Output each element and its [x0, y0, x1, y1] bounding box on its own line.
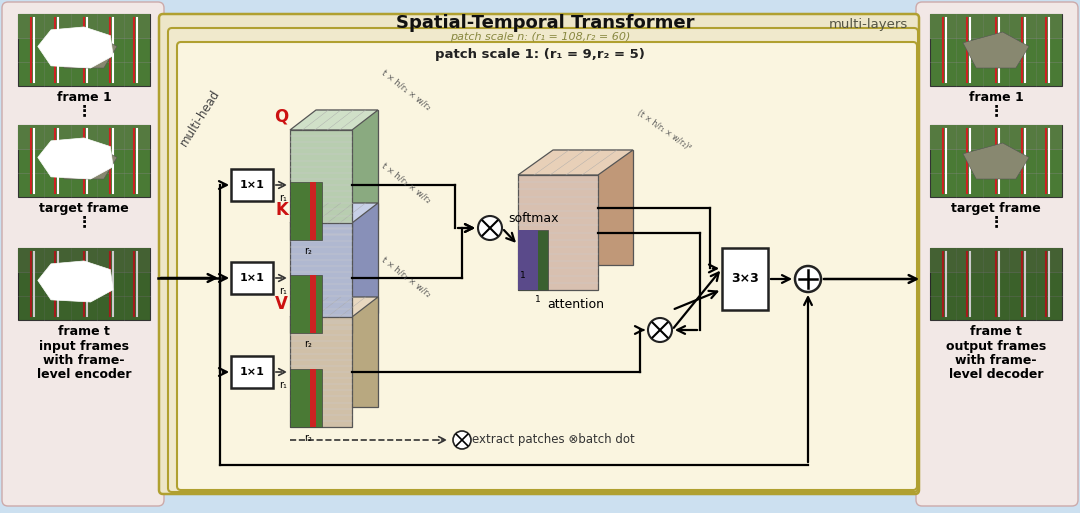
Polygon shape	[963, 143, 1029, 179]
FancyBboxPatch shape	[723, 248, 768, 310]
Polygon shape	[316, 110, 378, 220]
Text: level encoder: level encoder	[37, 368, 132, 381]
Text: r₁: r₁	[279, 286, 287, 296]
Text: extract patches ⊗batch dot: extract patches ⊗batch dot	[472, 433, 635, 446]
Text: target frame: target frame	[951, 202, 1041, 215]
Polygon shape	[38, 27, 113, 68]
Polygon shape	[930, 125, 1062, 150]
Text: Q: Q	[273, 108, 288, 126]
FancyBboxPatch shape	[231, 356, 273, 388]
Polygon shape	[553, 150, 633, 265]
Text: 1×1: 1×1	[240, 367, 265, 377]
Polygon shape	[518, 230, 548, 290]
Polygon shape	[930, 248, 1062, 320]
Text: patch scale 1: (r₁ = 9,r₂ = 5): patch scale 1: (r₁ = 9,r₂ = 5)	[435, 48, 645, 61]
Text: frame 1: frame 1	[969, 91, 1024, 104]
Text: ⋮: ⋮	[77, 214, 92, 229]
Polygon shape	[18, 125, 150, 150]
Circle shape	[478, 216, 502, 240]
Polygon shape	[316, 203, 378, 313]
Polygon shape	[291, 203, 378, 223]
Text: r₂: r₂	[305, 339, 312, 349]
Polygon shape	[291, 317, 352, 427]
Text: target frame: target frame	[39, 202, 129, 215]
Polygon shape	[291, 275, 322, 333]
Text: frame t: frame t	[970, 325, 1022, 338]
Text: V: V	[275, 295, 288, 313]
Polygon shape	[291, 297, 378, 317]
Text: frame t: frame t	[58, 325, 110, 338]
Polygon shape	[38, 138, 113, 179]
Text: with frame-: with frame-	[43, 354, 125, 367]
Polygon shape	[51, 143, 117, 179]
Polygon shape	[518, 175, 598, 290]
Polygon shape	[316, 297, 378, 407]
FancyBboxPatch shape	[916, 2, 1078, 506]
FancyBboxPatch shape	[231, 169, 273, 201]
Text: attention: attention	[546, 298, 604, 311]
Text: 1×1: 1×1	[240, 180, 265, 190]
Text: (t × h/r₁ × w/r₂)²: (t × h/r₁ × w/r₂)²	[635, 108, 692, 152]
Text: with frame-: with frame-	[955, 354, 1037, 367]
Polygon shape	[930, 14, 1062, 39]
Polygon shape	[38, 261, 113, 302]
Text: K: K	[275, 201, 288, 219]
Text: t × h/r₁ × w/r₂: t × h/r₁ × w/r₂	[380, 255, 432, 299]
Text: r₁: r₁	[279, 380, 287, 390]
Text: output frames: output frames	[946, 340, 1047, 353]
Polygon shape	[291, 182, 322, 240]
Text: r₂: r₂	[305, 246, 312, 256]
Text: multi-layers: multi-layers	[828, 18, 908, 31]
FancyBboxPatch shape	[159, 14, 919, 494]
Polygon shape	[518, 230, 538, 290]
Polygon shape	[291, 130, 352, 240]
Polygon shape	[18, 248, 150, 320]
FancyBboxPatch shape	[168, 28, 918, 492]
Text: input frames: input frames	[39, 340, 129, 353]
Polygon shape	[291, 369, 322, 427]
Text: Spatial-Temporal Transformer: Spatial-Temporal Transformer	[395, 14, 694, 32]
Polygon shape	[930, 125, 1062, 197]
Text: patch scale n: (r₁ = 108,r₂ = 60): patch scale n: (r₁ = 108,r₂ = 60)	[449, 32, 631, 42]
Text: softmax: softmax	[508, 211, 558, 225]
Text: t × h/r₁ × w/r₂: t × h/r₁ × w/r₂	[380, 162, 432, 205]
FancyBboxPatch shape	[231, 262, 273, 294]
Text: 1: 1	[521, 270, 526, 280]
Circle shape	[795, 266, 821, 292]
Text: level decoder: level decoder	[948, 368, 1043, 381]
Text: r₂: r₂	[305, 433, 312, 443]
Polygon shape	[18, 248, 150, 273]
Text: r₁: r₁	[279, 193, 287, 203]
Polygon shape	[291, 110, 378, 130]
Polygon shape	[18, 248, 150, 320]
Polygon shape	[310, 369, 316, 427]
Text: 3×3: 3×3	[731, 272, 759, 286]
Polygon shape	[51, 32, 117, 68]
Polygon shape	[963, 32, 1029, 68]
Polygon shape	[291, 223, 352, 333]
FancyBboxPatch shape	[2, 2, 164, 506]
Polygon shape	[18, 14, 150, 86]
Text: ⋮: ⋮	[988, 103, 1003, 118]
Polygon shape	[18, 125, 150, 197]
Polygon shape	[930, 248, 1062, 273]
Text: frame 1: frame 1	[56, 91, 111, 104]
Text: multi-head: multi-head	[177, 87, 222, 149]
Text: 1: 1	[535, 295, 541, 304]
Text: 1×1: 1×1	[240, 273, 265, 283]
Polygon shape	[18, 14, 150, 39]
Circle shape	[648, 318, 672, 342]
Polygon shape	[930, 14, 1062, 86]
Polygon shape	[310, 275, 316, 333]
Text: t × h/r₁ × w/r₂: t × h/r₁ × w/r₂	[380, 68, 432, 112]
Circle shape	[453, 431, 471, 449]
Polygon shape	[310, 182, 316, 240]
Polygon shape	[518, 150, 633, 175]
Text: ⋮: ⋮	[988, 214, 1003, 229]
Text: ⋮: ⋮	[77, 103, 92, 118]
Polygon shape	[930, 248, 1062, 320]
FancyBboxPatch shape	[177, 42, 917, 490]
